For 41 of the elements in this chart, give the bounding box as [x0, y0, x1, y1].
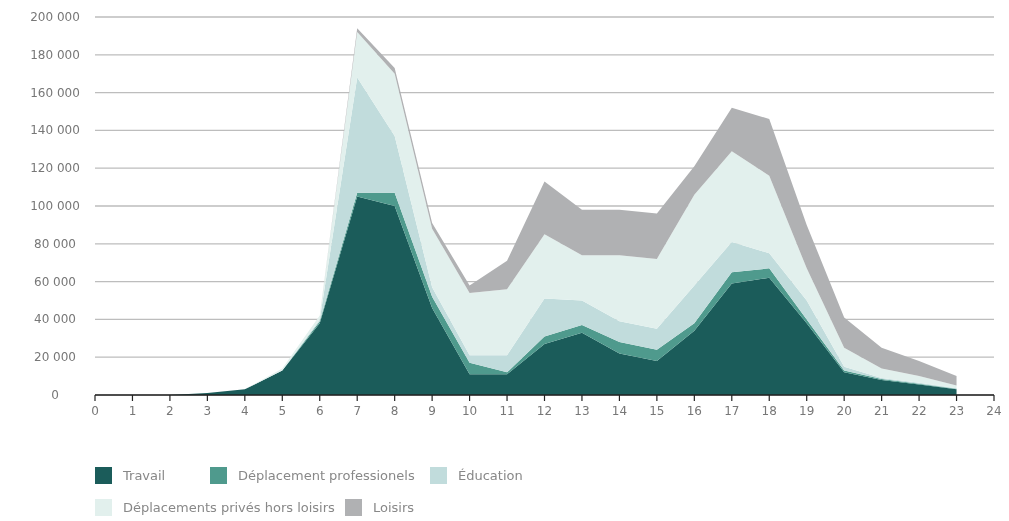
legend-label: Éducation	[458, 468, 523, 483]
x-tick-label: 22	[911, 404, 927, 418]
x-tick-label: 18	[761, 404, 777, 418]
x-tick-label: 9	[428, 404, 436, 418]
y-tick-label: 180 000	[30, 47, 80, 62]
x-tick-label: 1	[128, 404, 137, 418]
x-tick-label: 2	[166, 404, 174, 418]
x-tick-label: 10	[461, 404, 478, 418]
x-tick-label: 13	[574, 404, 590, 418]
x-tick-label: 20	[836, 404, 852, 418]
y-tick-label: 100 000	[30, 199, 80, 213]
x-tick-label: 14	[611, 404, 628, 418]
x-tick-label: 6	[315, 404, 324, 418]
y-tick-label: 120 000	[30, 161, 80, 176]
x-tick-label: 15	[649, 404, 665, 418]
legend-label: Déplacement professionels	[238, 468, 415, 483]
legend-label: Travail	[122, 468, 166, 483]
x-tick-label: 4	[241, 404, 249, 418]
x-tick-label: 23	[948, 404, 965, 418]
x-tick-label: 8	[390, 404, 399, 418]
x-tick-label: 7	[353, 404, 362, 418]
x-tick-label: 19	[799, 404, 815, 418]
x-tick-label: 5	[278, 404, 287, 418]
y-tick-label: 20 000	[34, 350, 76, 365]
y-tick-label: 160 000	[30, 85, 80, 100]
y-tick-label: 140 000	[30, 123, 80, 138]
x-tick-label: 11	[499, 404, 515, 418]
x-tick-label: 21	[873, 404, 890, 418]
x-tick-label: 12	[536, 404, 553, 418]
y-tick-label: 40 000	[34, 312, 76, 327]
legend-label: Déplacements privés hors loisirs	[123, 500, 336, 515]
x-tick-label: 24	[986, 404, 1002, 418]
y-tick-label: 60 000	[34, 274, 76, 289]
legend-label: Loisirs	[373, 500, 415, 515]
y-tick-label: 0	[51, 388, 59, 402]
x-tick-label: 16	[686, 404, 702, 418]
x-tick-label: 17	[724, 404, 740, 418]
y-tick-label: 200 000	[30, 10, 80, 24]
x-tick-label: 3	[203, 404, 212, 418]
y-tick-label: 80 000	[34, 236, 76, 251]
x-tick-label: 0	[91, 404, 99, 418]
